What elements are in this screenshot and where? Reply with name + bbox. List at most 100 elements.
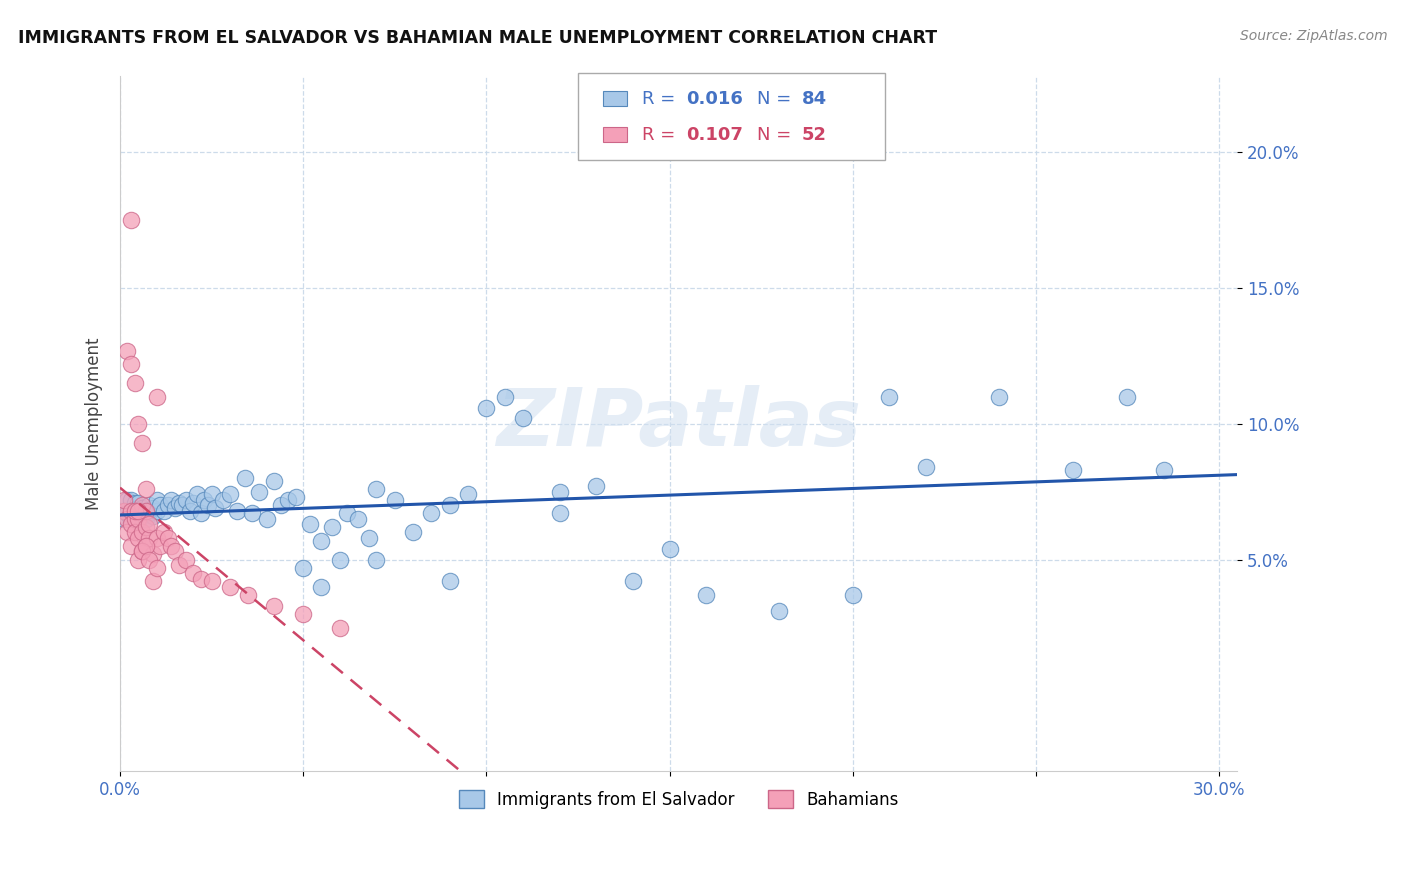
Text: 84: 84 [801, 90, 827, 108]
Point [263, 599, 285, 613]
Text: IMMIGRANTS FROM EL SALVADOR VS BAHAMIAN MALE UNEMPLOYMENT CORRELATION CHART: IMMIGRANTS FROM EL SALVADOR VS BAHAMIAN … [18, 29, 938, 46]
Point [135, 539, 157, 553]
Point [124, 525, 146, 540]
Point [120, 213, 142, 227]
Point [131, 436, 153, 450]
Point [494, 390, 516, 404]
Point [142, 574, 165, 589]
Text: R =: R = [641, 90, 681, 108]
Point [384, 492, 406, 507]
Point [284, 490, 307, 504]
Point [160, 492, 183, 507]
Text: R =: R = [641, 126, 681, 144]
Point [135, 504, 157, 518]
Point [135, 539, 157, 553]
Y-axis label: Male Unemployment: Male Unemployment [86, 338, 103, 510]
Point [120, 504, 142, 518]
Point [585, 479, 607, 493]
Point [359, 531, 381, 545]
Point [256, 512, 278, 526]
Point [292, 561, 315, 575]
Point [163, 501, 186, 516]
Point [131, 509, 153, 524]
Point [299, 517, 322, 532]
Point [200, 574, 222, 589]
Point [218, 580, 240, 594]
Point [240, 507, 263, 521]
Text: ZIPatlas: ZIPatlas [496, 384, 862, 463]
Point [127, 515, 149, 529]
Point [233, 471, 256, 485]
Point [186, 487, 208, 501]
Point [311, 580, 333, 594]
Point [200, 487, 222, 501]
Point [457, 487, 479, 501]
Point [167, 558, 190, 572]
Point [238, 588, 260, 602]
Point [174, 552, 197, 566]
Point [127, 417, 149, 431]
Point [120, 504, 142, 518]
Point [658, 541, 681, 556]
Point [512, 411, 534, 425]
Point [127, 512, 149, 526]
Point [120, 492, 142, 507]
Point [135, 512, 157, 526]
Point [193, 492, 215, 507]
Point [347, 512, 370, 526]
Point [131, 544, 153, 558]
Point [181, 566, 204, 581]
Point [117, 492, 139, 507]
Point [120, 512, 142, 526]
Point [160, 539, 183, 553]
Point [172, 499, 194, 513]
Point [127, 552, 149, 566]
Point [156, 531, 179, 545]
Point [841, 588, 863, 602]
Point [112, 512, 135, 526]
Point [149, 499, 172, 513]
Point [124, 504, 146, 518]
Point [112, 492, 135, 507]
Point [1062, 463, 1084, 477]
Point [329, 620, 352, 634]
Point [263, 474, 285, 488]
Point [211, 492, 233, 507]
Point [621, 574, 644, 589]
Point [420, 507, 443, 521]
Point [138, 531, 160, 545]
Point [247, 484, 270, 499]
Point [695, 588, 717, 602]
Point [117, 525, 139, 540]
Point [145, 561, 167, 575]
Point [190, 507, 212, 521]
Point [329, 552, 352, 566]
Point [197, 499, 219, 513]
Point [915, 460, 938, 475]
FancyBboxPatch shape [603, 128, 627, 143]
Point [1116, 390, 1139, 404]
Point [112, 504, 135, 518]
Point [127, 531, 149, 545]
Point [120, 357, 142, 371]
Legend: Immigrants from El Salvador, Bahamians: Immigrants from El Salvador, Bahamians [453, 783, 905, 815]
Point [156, 499, 179, 513]
Point [204, 501, 226, 516]
Point [321, 520, 343, 534]
Point [142, 547, 165, 561]
Point [226, 504, 249, 518]
Point [124, 376, 146, 391]
Text: 0.016: 0.016 [686, 90, 744, 108]
Point [153, 504, 176, 518]
Point [439, 574, 461, 589]
Point [131, 499, 153, 513]
Point [142, 501, 165, 516]
Point [190, 572, 212, 586]
Point [138, 507, 160, 521]
Point [402, 525, 425, 540]
Point [127, 501, 149, 516]
Point [135, 482, 157, 496]
FancyBboxPatch shape [603, 91, 627, 106]
Point [131, 544, 153, 558]
Point [149, 539, 172, 553]
